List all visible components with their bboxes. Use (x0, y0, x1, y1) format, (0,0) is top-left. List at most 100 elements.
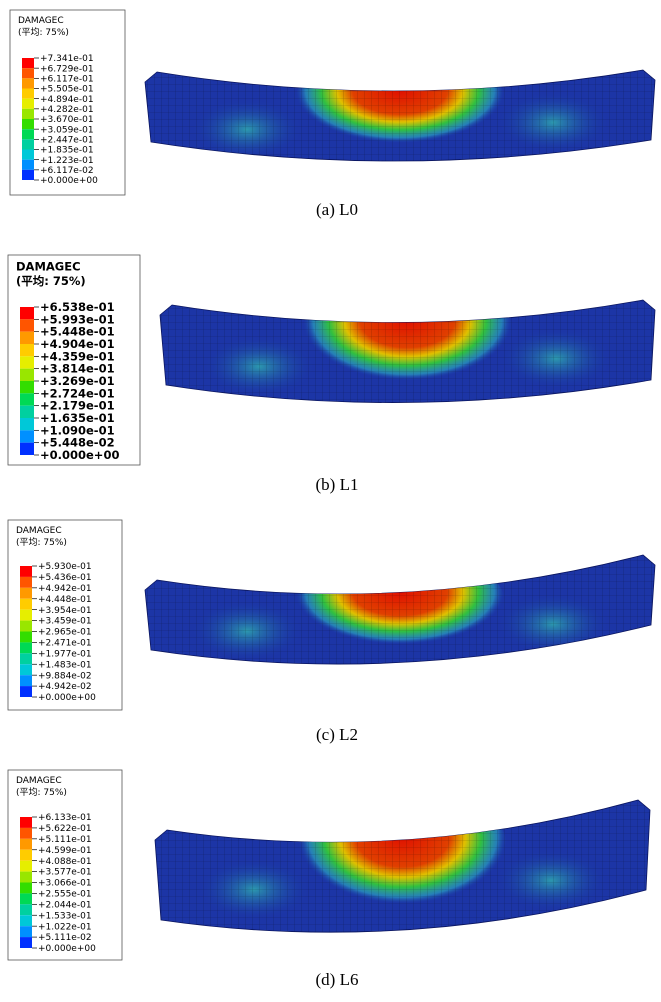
legend-band (20, 632, 32, 643)
legend-label: +5.436e-01 (38, 573, 92, 583)
legend-band (22, 89, 34, 99)
legend-band (20, 828, 32, 839)
legend-band (22, 129, 34, 139)
legend-label: +2.471e-01 (38, 639, 92, 649)
beam-contours (155, 783, 650, 976)
legend-band (20, 381, 34, 393)
panel: DAMAGEC(平均: 75%)+6.538e-01+5.993e-01+5.4… (8, 255, 655, 494)
legend-band (20, 937, 32, 948)
legend-band (20, 653, 32, 664)
legend-band (20, 817, 32, 828)
legend-title: DAMAGEC (18, 16, 64, 26)
legend-band (22, 68, 34, 78)
legend-band (20, 642, 32, 653)
legend-band (20, 904, 32, 915)
legend-band (20, 332, 34, 344)
legend-label: +1.533e-01 (38, 911, 92, 921)
legend-label: +0.000e+00 (40, 176, 98, 186)
mesh (145, 65, 655, 215)
legend-label: +3.954e-01 (38, 606, 92, 616)
legend-band (20, 839, 32, 850)
legend-band (22, 58, 34, 68)
legend-band (20, 344, 34, 356)
figure: DAMAGEC(平均: 75%)+7.341e-01+6.729e-01+6.1… (0, 0, 661, 1002)
legend-band (20, 577, 32, 588)
legend-band (20, 675, 32, 686)
legend-label: +3.577e-01 (38, 868, 92, 878)
legend-label: +6.117e-02 (40, 166, 94, 176)
legend-label: +2.965e-01 (38, 628, 92, 638)
legend-label: +4.448e-01 (38, 595, 92, 605)
legend-label: +4.942e-01 (38, 584, 92, 594)
panel: DAMAGEC(平均: 75%)+7.341e-01+6.729e-01+6.1… (10, 10, 655, 219)
legend-band (20, 893, 32, 904)
caption: (b) L1 (316, 475, 359, 494)
legend-label: +3.670e-01 (40, 115, 94, 125)
beam-contours (145, 550, 655, 710)
legend-band (22, 78, 34, 88)
legend-band (20, 872, 32, 883)
legend-label: +6.133e-01 (38, 813, 92, 823)
legend-band (20, 443, 34, 455)
legend-band (20, 664, 32, 675)
legend-band (20, 418, 34, 430)
legend-title: DAMAGEC (16, 526, 62, 536)
legend-band (20, 861, 32, 872)
legend-label: +0.000e+00 (40, 448, 119, 462)
legend-band (20, 566, 32, 577)
legend-band (22, 160, 34, 170)
legend-band (20, 850, 32, 861)
legend-label: +2.044e-01 (38, 900, 92, 910)
legend-label: +5.622e-01 (38, 824, 92, 834)
legend-label: +5.111e-01 (38, 835, 92, 845)
caption: (c) L2 (316, 725, 358, 744)
legend-band (20, 883, 32, 894)
caption: (d) L6 (316, 970, 359, 989)
legend-label: +1.022e-01 (38, 922, 92, 932)
legend-label: +2.555e-01 (38, 890, 92, 900)
legend-band (22, 170, 34, 180)
legend-label: +1.223e-01 (40, 156, 94, 166)
legend-subtitle: (平均: 75%) (16, 536, 67, 548)
legend-label: +4.894e-01 (40, 95, 94, 105)
legend-band (22, 119, 34, 129)
legend-subtitle: (平均: 75%) (16, 786, 67, 798)
legend-label: +7.341e-01 (40, 54, 94, 64)
legend-band (22, 99, 34, 109)
beam-contours (160, 273, 655, 456)
legend-band (20, 393, 34, 405)
legend-band (20, 915, 32, 926)
legend-label: +0.000e+00 (38, 693, 96, 703)
legend-label: +3.066e-01 (38, 879, 92, 889)
mesh (155, 795, 650, 975)
legend-band (20, 369, 34, 381)
legend-title: DAMAGEC (16, 776, 62, 786)
legend-label: +2.447e-01 (40, 135, 94, 145)
legend-label: +4.088e-01 (38, 857, 92, 867)
legend-band (20, 588, 32, 599)
legend-label: +3.459e-01 (38, 617, 92, 627)
legend-band (20, 430, 34, 442)
legend-band (20, 307, 34, 319)
legend-band (20, 319, 34, 331)
panel: DAMAGEC(平均: 75%) +6.133e-01+5.622e-01+5.1… (8, 770, 650, 989)
legend-label: +5.930e-01 (38, 562, 92, 572)
legend-label: +1.483e-01 (38, 660, 92, 670)
caption: (a) L0 (316, 200, 358, 219)
legend-band (20, 621, 32, 632)
legend-label: +4.599e-01 (38, 846, 92, 856)
legend-band (20, 406, 34, 418)
legend-label: +4.942e-02 (38, 682, 92, 692)
mesh (160, 295, 655, 455)
legend-label: +1.835e-01 (40, 146, 94, 156)
mesh (145, 550, 655, 710)
legend-band (22, 150, 34, 160)
legend-subtitle: (平均: 75%) (18, 26, 69, 38)
legend-band (20, 610, 32, 621)
legend-label: +6.117e-01 (40, 74, 94, 84)
legend-label: +4.282e-01 (40, 105, 94, 115)
legend-label: +5.505e-01 (40, 85, 94, 95)
legend-band (22, 109, 34, 119)
legend-band (20, 599, 32, 610)
legend-title: DAMAGEC (16, 260, 81, 274)
